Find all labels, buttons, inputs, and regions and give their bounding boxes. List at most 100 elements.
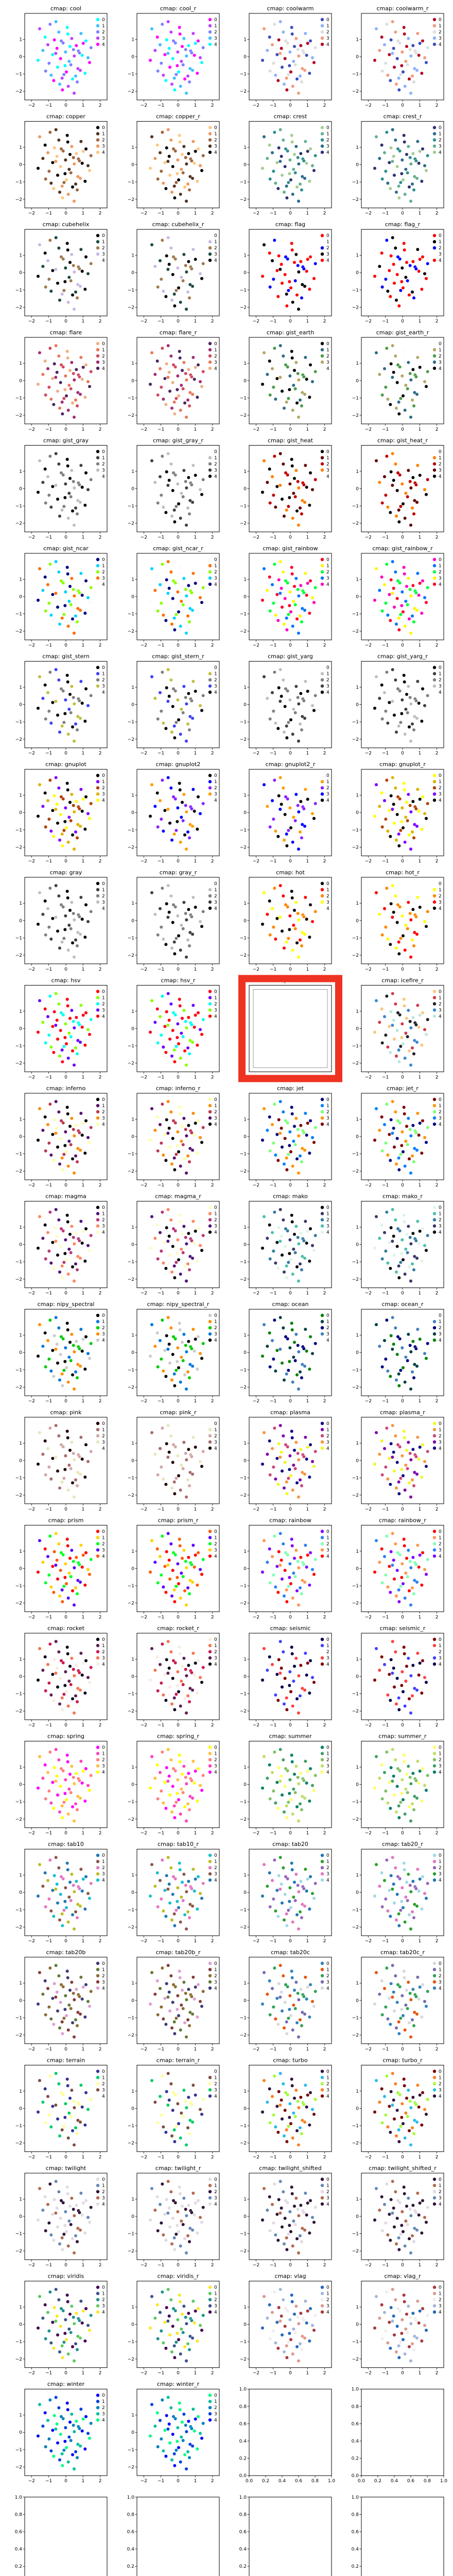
legend-marker xyxy=(96,900,100,904)
legend-marker xyxy=(96,246,100,250)
scatter-point xyxy=(184,264,188,267)
scatter-point xyxy=(89,1342,93,1346)
legend-marker xyxy=(320,462,324,466)
legend-marker xyxy=(432,780,437,784)
scatter-point xyxy=(44,177,48,181)
x-tick-label: 0 xyxy=(64,319,67,324)
scatter-point xyxy=(89,1449,93,1453)
scatter-point xyxy=(410,614,414,618)
y-tick-label: −1 xyxy=(240,612,247,617)
x-tick-label: −2 xyxy=(28,1183,35,1188)
scatter-point xyxy=(391,560,395,564)
x-tick-label: −1 xyxy=(270,1615,276,1620)
scatter-point xyxy=(195,1367,199,1371)
scatter-point xyxy=(388,1375,392,1378)
scatter-point xyxy=(294,684,298,688)
scatter-point xyxy=(89,1557,93,1562)
subplot-title: cmap: pink_r xyxy=(160,1409,197,1416)
scatter-point xyxy=(273,1585,277,1589)
scatter-point xyxy=(271,169,275,173)
scatter-point xyxy=(389,578,393,582)
scatter-point xyxy=(282,190,286,194)
scatter-point xyxy=(294,1224,298,1228)
scatter-point xyxy=(155,575,160,579)
legend-marker xyxy=(432,990,437,993)
scatter-point xyxy=(168,929,172,933)
legend-marker xyxy=(96,366,100,370)
scatter-point xyxy=(423,811,427,816)
y-tick-label: −2 xyxy=(352,413,359,418)
legend-label: 4 xyxy=(439,1230,442,1235)
subplot-title: cmap: gist_heat xyxy=(268,437,313,444)
scatter-point xyxy=(189,807,194,811)
scatter-point xyxy=(74,260,78,264)
scatter-point xyxy=(415,1148,419,1152)
y-tick-label: −1 xyxy=(352,504,359,509)
scatter-point xyxy=(289,1473,293,1478)
y-tick-label: −2 xyxy=(15,1277,22,1282)
scatter-point xyxy=(54,344,58,348)
scatter-point xyxy=(407,509,411,513)
legend-marker xyxy=(208,456,212,460)
scatter-point xyxy=(36,922,40,926)
scatter-point xyxy=(291,1596,295,1600)
legend-marker xyxy=(96,468,100,472)
scatter-point xyxy=(72,1026,76,1030)
scatter-point xyxy=(396,255,400,259)
scatter-point xyxy=(169,1110,173,1114)
y-tick-label: 1 xyxy=(131,469,134,474)
scatter-point xyxy=(400,1238,404,1242)
legend-label: 1 xyxy=(102,1212,105,1217)
legend-marker xyxy=(432,1314,437,1317)
scatter-point xyxy=(188,1579,192,1582)
scatter-point xyxy=(394,1594,398,1598)
scatter-point xyxy=(423,272,427,276)
scatter-point xyxy=(66,1164,71,1168)
scatter-point xyxy=(172,88,177,92)
scatter-point xyxy=(83,395,87,399)
scatter-point xyxy=(412,1484,416,1488)
legend-marker xyxy=(432,900,437,904)
scatter-point xyxy=(194,41,198,45)
scatter-point xyxy=(424,1572,428,1577)
scatter-point xyxy=(78,1148,82,1152)
subplot-title: cmap: flare xyxy=(50,329,82,336)
scatter-point xyxy=(184,1235,188,1240)
scatter-point xyxy=(74,74,78,78)
x-tick-label: 1 xyxy=(81,427,84,432)
legend-label: 4 xyxy=(439,366,442,371)
legend-label: 3 xyxy=(102,1008,105,1013)
scatter-point xyxy=(65,1645,69,1649)
scatter-point xyxy=(305,1241,309,1245)
scatter-point xyxy=(178,140,182,144)
x-tick-label: 0 xyxy=(401,427,404,432)
scatter-point xyxy=(302,51,306,55)
scatter-point xyxy=(411,907,415,911)
scatter-point xyxy=(188,1039,192,1042)
scatter-point xyxy=(265,804,269,808)
scatter-point xyxy=(88,168,92,173)
x-tick-label: −1 xyxy=(158,103,164,108)
scatter-point xyxy=(190,1472,195,1476)
scatter-point xyxy=(312,384,316,388)
legend-label: 3 xyxy=(102,792,105,797)
scatter-point xyxy=(289,286,293,290)
scatter-point xyxy=(83,1367,87,1371)
y-tick-label: −2 xyxy=(128,1601,134,1606)
scatter-point xyxy=(62,828,66,833)
scatter-point xyxy=(290,457,294,462)
subplot-title: cmap: cubehelix xyxy=(43,221,90,228)
legend-marker xyxy=(208,342,212,345)
scatter-point xyxy=(392,1558,396,1562)
scatter-point xyxy=(382,43,387,47)
scatter-point xyxy=(394,298,398,302)
scatter-point xyxy=(184,199,188,203)
scatter-point xyxy=(287,820,291,824)
subplot-title: cmap: jet xyxy=(277,1085,304,1092)
scatter-point xyxy=(403,1380,407,1384)
scatter-point xyxy=(160,994,164,998)
scatter-point xyxy=(270,1447,274,1451)
scatter-point xyxy=(392,713,396,717)
scatter-point xyxy=(53,686,57,690)
scatter-point xyxy=(164,295,168,298)
